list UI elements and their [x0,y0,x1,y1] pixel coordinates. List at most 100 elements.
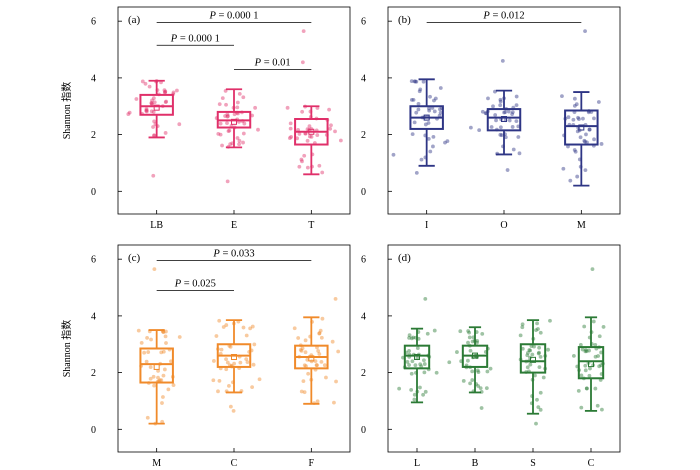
y-tick-label: 4 [91,73,96,84]
data-point [425,331,430,336]
data-point [333,296,338,301]
data-point [288,126,293,131]
mean-marker [414,354,420,361]
data-point [302,390,307,395]
box-T [285,29,343,176]
data-point [593,354,598,359]
data-point [597,364,602,369]
panel-label: (a) [128,14,141,26]
x-tick-label: E [231,220,237,231]
data-point [465,358,470,363]
data-point [572,103,577,108]
data-point [498,99,503,104]
data-point [147,84,152,89]
data-point [152,383,157,388]
data-point [235,100,240,105]
data-point [511,147,516,152]
iqr-box [139,347,174,384]
data-point [412,120,417,125]
data-point [218,121,223,126]
data-point [336,349,341,354]
data-point [144,108,149,113]
data-point [302,153,307,158]
data-point [164,99,169,104]
data-point [164,341,168,345]
p-value-label: P = 0.012 [482,11,524,22]
data-point [574,102,579,107]
data-point [126,112,131,116]
box-C [211,318,262,413]
data-point [418,362,423,367]
data-point [407,348,411,353]
data-point [477,128,482,133]
y-tick-label: 0 [91,425,96,436]
y-tick-label: 6 [361,255,366,266]
data-point [160,401,164,405]
data-point [296,336,301,340]
data-point [140,79,145,84]
data-point [587,373,592,378]
data-point [316,349,321,353]
data-point [578,135,583,140]
data-point [498,103,503,108]
data-point [152,100,157,105]
data-point [416,107,421,112]
data-point [593,386,598,391]
data-point [432,98,436,103]
data-point [579,405,584,410]
data-point [445,139,450,144]
data-point [576,389,581,393]
data-point [407,335,411,340]
data-point [409,371,414,376]
data-point [470,339,475,344]
data-point [412,392,417,397]
data-point [590,267,595,272]
data-point [409,79,414,84]
data-point [419,364,424,369]
data-point [324,375,328,380]
data-point [410,132,415,137]
data-point [235,105,240,110]
data-point [211,378,216,383]
mean-marker [153,363,160,370]
data-point [301,29,306,34]
y-tick-label: 0 [361,425,366,436]
x-tick-label: I [425,220,428,231]
data-point [587,127,592,132]
data-point [538,407,543,412]
data-point [583,368,588,373]
data-point [480,109,485,114]
data-point [144,109,149,114]
data-point [214,334,219,338]
data-point [546,347,550,352]
data-point [301,379,306,384]
data-point [159,378,164,383]
data-point [235,136,240,140]
data-point [493,113,498,117]
data-point [318,328,323,333]
data-point [530,352,535,357]
data-point [333,129,337,134]
x-tick-label: M [577,220,586,231]
data-point [217,318,222,323]
data-point [494,118,498,123]
box-LB [126,79,182,178]
data-point [163,131,168,135]
data-point [238,360,243,365]
data-point [537,365,542,370]
data-point [583,168,588,173]
data-point [303,350,308,355]
data-point [414,79,419,84]
x-tick-label: C [231,458,238,469]
data-point [226,129,231,134]
data-point [237,138,242,143]
data-point [498,132,503,137]
data-point [528,362,533,367]
data-point [292,326,297,331]
data-point [581,116,585,121]
y-tick-label: 6 [91,255,96,266]
data-point [320,170,325,175]
data-point [224,102,228,107]
data-point [164,329,168,334]
data-point [175,88,179,93]
